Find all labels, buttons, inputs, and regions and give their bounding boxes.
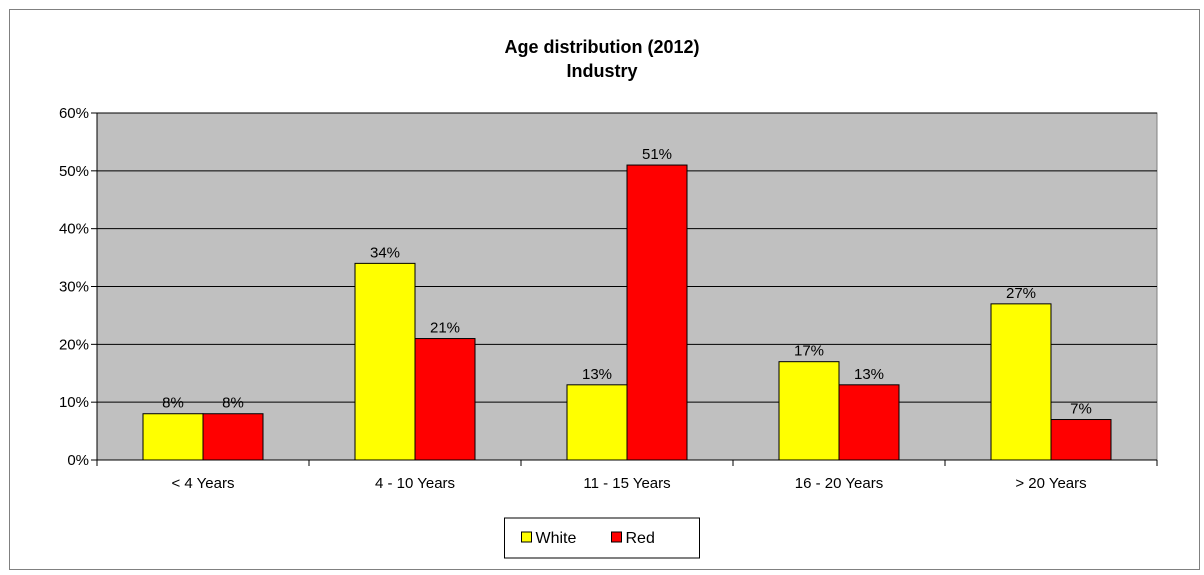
y-tick-label: 20% (59, 336, 89, 353)
y-tick-label: 60% (59, 105, 89, 122)
bar-red (626, 164, 688, 461)
bar-white (566, 384, 628, 461)
bar-red (202, 413, 264, 461)
y-tick-label: 40% (59, 221, 89, 238)
data-label: 8% (222, 395, 244, 412)
legend-box (504, 517, 700, 559)
data-label: 51% (642, 146, 672, 163)
data-label: 7% (1070, 401, 1092, 418)
bar-red (414, 338, 476, 461)
data-labels: 8% 8% 34% 21% 13% 51% 17% 13% 27% 7% (162, 146, 1092, 417)
y-tick-label: 10% (59, 394, 89, 411)
x-tick-label: < 4 Years (172, 475, 235, 492)
data-label: 34% (370, 244, 400, 261)
chart-title: Age distribution (2012) (504, 37, 699, 57)
legend-swatch-white (521, 531, 532, 543)
bar-red (1050, 419, 1112, 461)
data-label: 13% (854, 366, 884, 383)
y-tick-label: 0% (67, 452, 89, 469)
bar-white (142, 413, 204, 461)
bar-white (354, 262, 416, 461)
chart-subtitle: Industry (566, 61, 637, 81)
axes: 0% 10% 20% 30% 40% 50% 60% < 4 Years 4 - 10 Year… (59, 105, 1158, 492)
legend-label-red: Red (626, 530, 655, 547)
legend: White Red (504, 517, 700, 559)
y-tick-label: 50% (59, 163, 89, 180)
x-tick-label: 4 - 10 Years (375, 475, 455, 492)
data-label: 21% (430, 320, 460, 337)
legend-swatch-red (611, 531, 622, 543)
data-label: 13% (582, 366, 612, 383)
data-label: 8% (162, 395, 184, 412)
x-tick-label: 11 - 15 Years (583, 475, 670, 492)
legend-label-white: White (536, 530, 577, 547)
x-tick-label: > 20 Years (1015, 475, 1086, 492)
y-tick-label: 30% (59, 279, 89, 296)
bar-white (990, 303, 1052, 461)
bars (142, 164, 1112, 461)
data-label: 27% (1006, 285, 1036, 302)
bar-white (778, 361, 840, 461)
bar-red (838, 384, 900, 461)
x-tick-label: 16 - 20 Years (795, 475, 883, 492)
data-label: 17% (794, 343, 824, 360)
